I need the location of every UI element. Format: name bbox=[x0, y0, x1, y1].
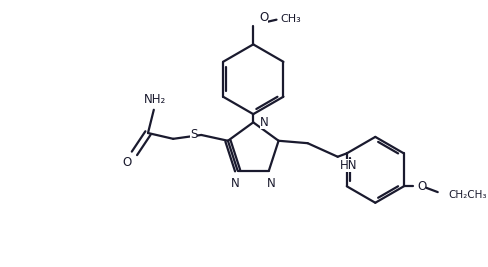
Text: S: S bbox=[190, 128, 197, 142]
Text: N: N bbox=[259, 116, 268, 129]
Text: O: O bbox=[416, 180, 425, 193]
Text: NH₂: NH₂ bbox=[143, 93, 165, 106]
Text: N: N bbox=[266, 177, 275, 190]
Text: O: O bbox=[122, 156, 131, 169]
Text: CH₂CH₃: CH₂CH₃ bbox=[447, 190, 486, 200]
Text: HN: HN bbox=[339, 159, 357, 172]
Text: CH₃: CH₃ bbox=[279, 14, 300, 24]
Text: N: N bbox=[231, 177, 240, 190]
Text: O: O bbox=[259, 11, 268, 23]
